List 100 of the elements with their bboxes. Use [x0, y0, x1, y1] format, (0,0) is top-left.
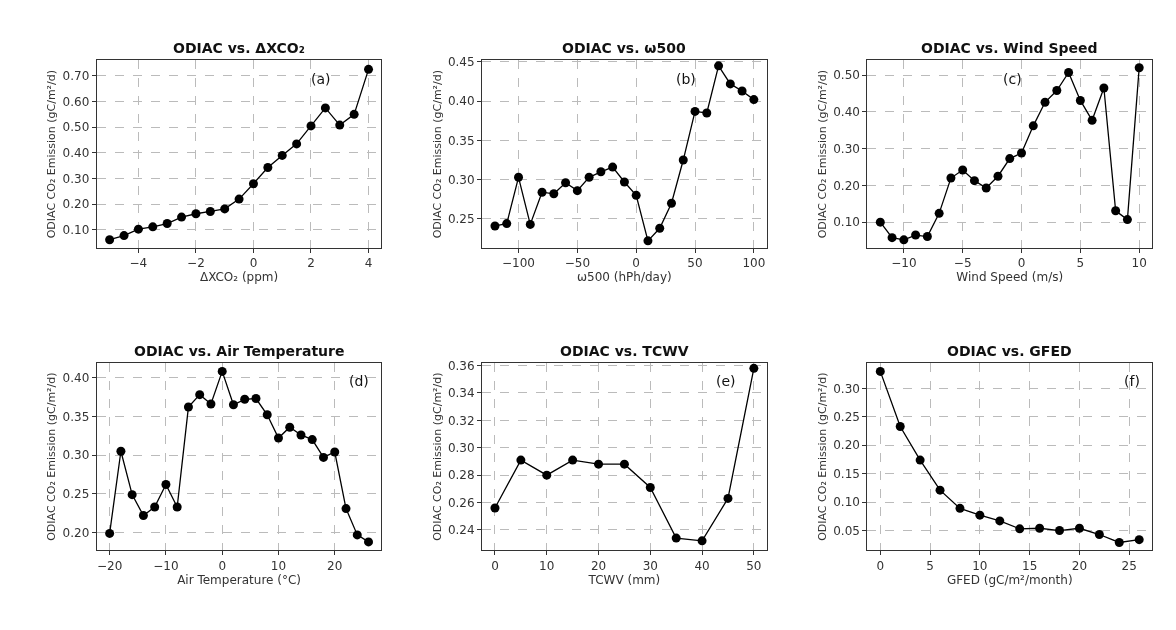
annotation: (f) [1124, 373, 1140, 389]
y-tick-label: 0.20 [62, 525, 90, 540]
y-tick-label: 0.30 [62, 448, 90, 463]
point [162, 219, 172, 229]
point [922, 232, 932, 242]
y-axis-title: ODIAC CO₂ Emission (gC/m²/d) [45, 372, 59, 541]
chart-title: ODIAC vs. ω500 [562, 40, 687, 56]
point [723, 493, 733, 503]
point [228, 400, 238, 410]
point [981, 183, 991, 193]
y-tick-label: 0.15 [833, 466, 860, 481]
point [277, 150, 287, 160]
y-tick-label: 0.60 [62, 94, 90, 109]
point [172, 502, 182, 512]
point [1114, 537, 1124, 547]
point [352, 530, 362, 540]
y-tick-label: 0.30 [62, 171, 90, 186]
point [148, 222, 158, 232]
y-tick-label: 0.26 [447, 495, 475, 510]
x-tick-label: 0 [1017, 256, 1026, 271]
point [542, 470, 552, 480]
y-tick-label: 0.05 [833, 523, 860, 538]
chart-title: ODIAC vs. TCWV [560, 343, 689, 359]
point [702, 108, 712, 118]
point [1094, 530, 1104, 540]
point [934, 208, 944, 218]
point [349, 109, 359, 119]
x-tick-label: −10 [153, 558, 179, 573]
point [993, 171, 1003, 181]
x-tick-label: 100 [742, 256, 766, 271]
chart-title: ODIAC vs. GFED [947, 343, 1072, 359]
point [161, 480, 171, 490]
point [887, 233, 897, 243]
point [240, 394, 250, 404]
annotation: (d) [349, 373, 369, 389]
chart-title: ODIAC vs. ΔXCO₂ [173, 40, 305, 56]
point [572, 186, 582, 196]
point [116, 446, 126, 456]
point [561, 178, 571, 188]
point [217, 366, 227, 376]
point [320, 103, 330, 113]
point [1055, 526, 1065, 536]
point [725, 79, 735, 89]
point [697, 536, 707, 546]
point [619, 177, 629, 187]
x-tick-label: 10 [539, 558, 555, 573]
point [749, 363, 759, 373]
x-tick-label: 5 [926, 558, 934, 573]
point [643, 236, 653, 246]
x-tick-label: −20 [96, 558, 123, 573]
y-tick-label: 0.30 [447, 440, 475, 455]
y-tick-label: 0.30 [833, 381, 860, 396]
point [655, 223, 665, 233]
x-tick-label: −50 [564, 256, 591, 271]
x-tick-label: −5 [953, 256, 972, 271]
point [671, 533, 681, 543]
point [1074, 523, 1084, 533]
x-axis-title: ω500 (hPh/day) [577, 270, 672, 285]
point [749, 95, 759, 105]
point [248, 179, 258, 189]
point [1134, 535, 1144, 545]
point [666, 198, 676, 208]
point [490, 221, 500, 231]
x-tick-label: 0 [876, 558, 885, 573]
y-tick-label: 0.50 [833, 68, 860, 83]
point [262, 410, 272, 420]
x-tick-label: 5 [1076, 256, 1085, 271]
y-tick-label: 0.30 [447, 172, 475, 187]
point [1064, 68, 1074, 78]
point [875, 366, 885, 376]
point [263, 163, 273, 172]
y-axis-title: ODIAC CO₂ Emission (gC/m²/d) [45, 69, 59, 239]
y-tick-label: 0.20 [62, 197, 90, 212]
point [195, 390, 205, 400]
x-tick-label: 15 [1022, 558, 1038, 573]
y-tick-label: 0.35 [62, 409, 90, 424]
point [568, 455, 578, 465]
point [1111, 206, 1121, 216]
point [935, 485, 945, 495]
point [895, 422, 905, 432]
y-axis-title: ODIAC CO₂ Emission (gC/m²/d) [815, 69, 829, 239]
point [220, 204, 230, 214]
point [1035, 523, 1045, 533]
y-tick-label: 0.70 [62, 68, 90, 83]
point [1015, 524, 1025, 534]
point [191, 209, 201, 219]
point [975, 510, 985, 520]
point [306, 121, 316, 131]
point [127, 490, 137, 500]
x-tick-label: 4 [364, 256, 373, 271]
y-tick-label: 0.36 [447, 358, 475, 373]
point [537, 187, 547, 197]
x-tick-label: 50 [687, 256, 703, 271]
x-tick-label: 0 [491, 558, 499, 573]
point [105, 235, 115, 245]
point [608, 162, 618, 172]
x-tick-label: 10 [972, 558, 988, 573]
x-tick-label: 30 [642, 558, 658, 573]
point [177, 212, 187, 222]
y-tick-label: 0.40 [447, 94, 475, 109]
